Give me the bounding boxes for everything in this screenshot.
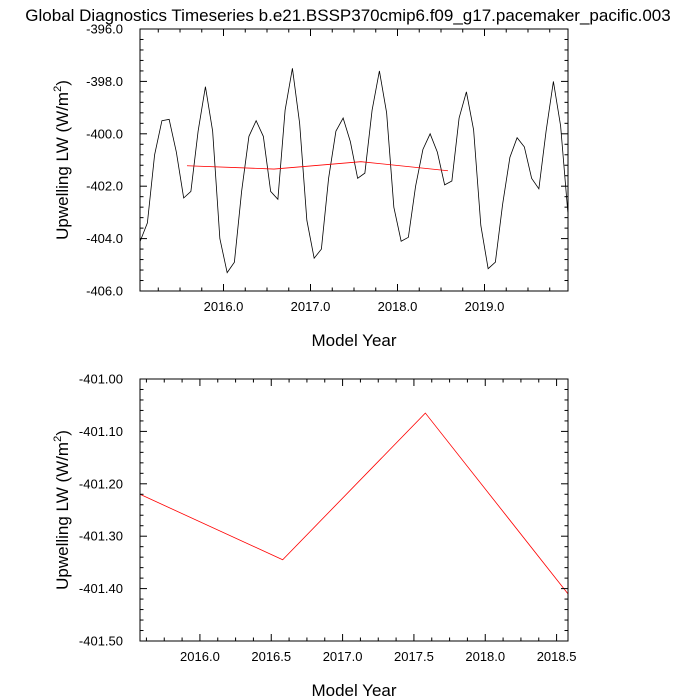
y-tick-label-top-1: -404.0 (86, 231, 123, 246)
x-tick-label-bottom-5: 2018.5 (537, 649, 577, 664)
x-tick-label-top-3: 2019.0 (465, 299, 505, 314)
y-tick-label-bottom-5: -401.00 (79, 372, 123, 387)
y-tick-label-top-5: -396.0 (86, 22, 123, 37)
y-tick-label-top-2: -402.0 (86, 179, 123, 194)
y-tick-label-top-0: -406.0 (86, 284, 123, 299)
y-tick-label-bottom-0: -401.50 (79, 634, 123, 649)
y-tick-label-bottom-4: -401.10 (79, 424, 123, 439)
panel-top: 2016.0 2017.0 2018.0 2019.0 -406.0 -404.0 -402… (52, 22, 569, 350)
y-axis-label-main-bottom: Upwelling LW (W/m (53, 442, 72, 590)
y-axis-label-sup-bottom: 2 (52, 436, 64, 442)
y-tick-label-top-3: -400.0 (86, 126, 123, 141)
y-axis-label-close-top: ) (53, 80, 72, 86)
y-tick-label-bottom-2: -401.30 (79, 529, 123, 544)
y-axis-label-sup-top: 2 (52, 86, 64, 92)
x-tick-label-bottom-3: 2017.5 (394, 649, 434, 664)
x-tick-label-top-0: 2016.0 (204, 299, 244, 314)
x-tick-label-bottom-0: 2016.0 (180, 649, 220, 664)
x-tick-label-top-1: 2017.0 (291, 299, 331, 314)
figure-title: Global Diagnostics Timeseries b.e21.BSSP… (25, 6, 670, 25)
series-line-top-1 (186, 161, 448, 172)
series-line-top-0 (139, 68, 569, 274)
y-tick-label-bottom-1: -401.40 (79, 581, 123, 596)
x-tick-label-bottom-2: 2017.0 (323, 649, 363, 664)
y-axis-label-close-bottom: ) (53, 430, 72, 436)
y-axis-label-main-top: Upwelling LW (W/m (53, 92, 72, 240)
y-tick-label-bottom-3: -401.20 (79, 476, 123, 491)
x-axis-label-top: Model Year (311, 331, 396, 350)
x-tick-label-bottom-4: 2018.0 (465, 649, 505, 664)
plot-frame-bottom (139, 378, 569, 642)
x-tick-label-bottom-1: 2016.5 (251, 649, 291, 664)
y-axis-label-top: Upwelling LW (W/m2) (52, 80, 72, 240)
x-tick-label-top-2: 2018.0 (378, 299, 418, 314)
y-tick-label-top-4: -398.0 (86, 74, 123, 89)
y-axis-label-bottom: Upwelling LW (W/m2) (52, 430, 72, 590)
series-line-bottom-0 (139, 412, 569, 595)
panel-bottom: 2016.0 2016.5 2017.0 2017.5 2018.0 2018.5 -401… (52, 372, 576, 700)
x-axis-label-bottom: Model Year (311, 681, 396, 700)
